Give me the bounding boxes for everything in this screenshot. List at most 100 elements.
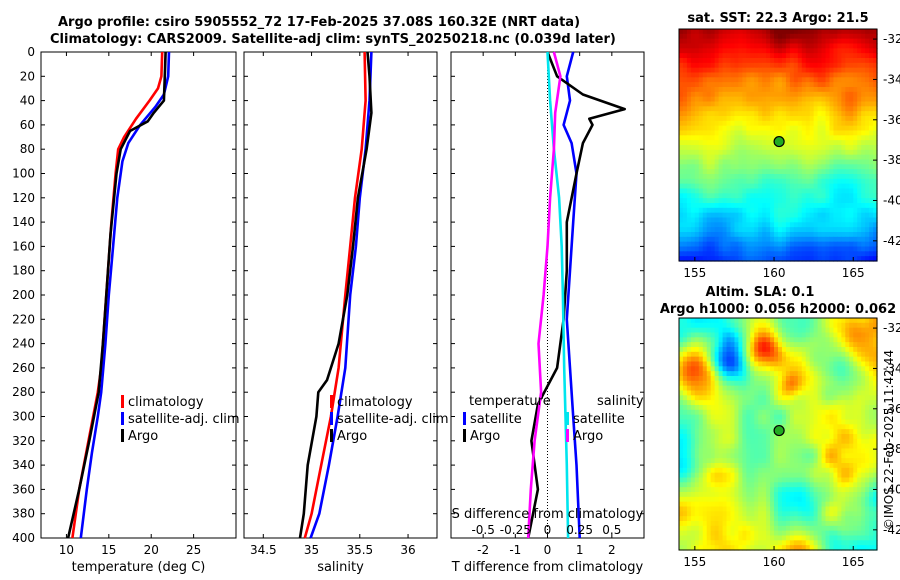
heatmap-cell: [825, 453, 831, 459]
heatmap-cell: [682, 77, 688, 83]
heatmap-cell: [789, 467, 795, 474]
heatmap-cell: [813, 232, 819, 238]
heatmap-cell: [714, 516, 720, 522]
heatmap-cell: [813, 178, 819, 185]
heatmap-cell: [722, 356, 728, 363]
heatmap-cell: [813, 535, 819, 541]
heatmap-cell: [817, 101, 823, 107]
legend-swatch: [121, 412, 124, 425]
heatmap-cell: [758, 525, 763, 532]
heatmap-cell: [857, 501, 862, 508]
heatmap-cell: [817, 482, 823, 488]
heatmap-cell: [781, 419, 787, 425]
heatmap-cell: [805, 322, 811, 329]
heatmap-cell: [845, 347, 850, 353]
heatmap-cell: [781, 414, 787, 421]
heatmap-cell: [710, 501, 716, 508]
heatmap-cell: [793, 395, 799, 401]
heatmap-cell: [734, 458, 739, 464]
heatmap-cell: [714, 429, 720, 435]
heatmap-cell: [726, 443, 732, 450]
heatmap-cell: [873, 169, 878, 175]
heatmap-cell: [726, 178, 732, 185]
heatmap-cell: [730, 467, 736, 474]
heatmap-cell: [750, 241, 755, 248]
heatmap-cell: [698, 458, 704, 464]
heatmap-cell: [829, 188, 835, 194]
heatmap-cell: [722, 496, 728, 503]
heatmap-cell: [679, 256, 684, 262]
heatmap-cell: [861, 463, 866, 469]
heatmap-cell: [785, 33, 791, 40]
heatmap-cell: [873, 376, 878, 382]
heatmap-cell: [722, 145, 728, 151]
heatmap-cell: [726, 347, 732, 353]
heatmap-cell: [774, 178, 779, 185]
heatmap-cell: [726, 145, 732, 151]
heatmap-cell: [702, 347, 708, 353]
heatmap-cell: [837, 91, 842, 98]
heatmap-cell: [833, 405, 838, 411]
heatmap-cell: [702, 106, 708, 112]
heatmap-cell: [817, 337, 823, 343]
heatmap-cell: [778, 380, 783, 387]
heatmap-cell: [746, 111, 751, 117]
heatmap-cell: [841, 472, 846, 479]
heatmap-cell: [785, 232, 791, 238]
heatmap-cell: [813, 385, 819, 392]
heatmap-cell: [833, 246, 838, 252]
heatmap-cell: [714, 48, 720, 54]
heatmap-cell: [853, 438, 858, 445]
heatmap-cell: [686, 58, 692, 64]
heatmap-cell: [718, 501, 724, 508]
heatmap-cell: [793, 371, 799, 377]
heatmap-cell: [746, 487, 751, 493]
heatmap-cell: [869, 443, 874, 450]
heatmap-cell: [730, 101, 736, 107]
heatmap-cell: [758, 154, 763, 161]
heatmap-cell: [785, 135, 791, 141]
heatmap-cell: [730, 72, 736, 78]
heatmap-cell: [762, 159, 767, 165]
heatmap-cell: [869, 251, 874, 257]
heatmap-cell: [841, 120, 846, 127]
heatmap-cell: [722, 525, 728, 532]
heatmap-cell: [742, 535, 747, 541]
heatmap-cell: [821, 380, 827, 387]
heatmap-cell: [817, 409, 823, 416]
heatmap-cell: [853, 183, 858, 190]
heatmap-cell: [694, 246, 700, 252]
heatmap-cell: [730, 106, 736, 112]
heatmap-cell: [793, 130, 799, 136]
heatmap-cell: [821, 448, 827, 454]
heatmap-cell: [706, 43, 712, 49]
heatmap-cell: [825, 371, 831, 377]
heatmap-cell: [797, 506, 803, 512]
depth-tick-label: 160: [12, 239, 35, 253]
heatmap-cell: [833, 53, 838, 59]
heatmap-cell: [833, 337, 838, 343]
heatmap-cell: [813, 183, 819, 190]
heatmap-cell: [702, 236, 708, 243]
heatmap-cell: [766, 212, 771, 219]
heatmap-cell: [758, 371, 763, 377]
heatmap-cell: [778, 327, 783, 334]
heatmap-cell: [682, 511, 688, 517]
heatmap-cell: [849, 414, 854, 421]
heatmap-cell: [750, 101, 755, 107]
heatmap-cell: [797, 400, 803, 406]
heatmap-cell: [742, 366, 747, 372]
heatmap-cell: [861, 203, 866, 209]
heatmap-cell: [686, 540, 692, 546]
heatmap-cell: [789, 251, 795, 257]
heatmap-cell: [742, 178, 747, 185]
heatmap-cell: [849, 106, 854, 112]
heatmap-cell: [774, 77, 779, 83]
heatmap-cell: [801, 347, 807, 353]
heatmap-cell: [774, 164, 779, 170]
heatmap-cell: [829, 198, 835, 204]
heatmap-cell: [718, 525, 724, 532]
heatmap-cell: [690, 178, 696, 185]
heatmap-cell: [686, 125, 692, 132]
heatmap-cell: [785, 67, 791, 74]
